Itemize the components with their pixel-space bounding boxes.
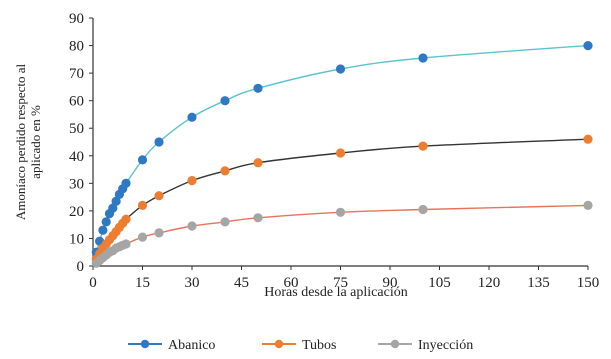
x-tick-label: 45 — [234, 275, 249, 291]
data-point — [253, 83, 263, 93]
data-point — [121, 214, 131, 224]
x-axis-title: Horas desde la aplicación — [264, 285, 407, 300]
y-axis-title-line: aplicado en % — [28, 105, 43, 179]
legend-label: Abanico — [168, 338, 215, 353]
data-point — [121, 178, 131, 188]
data-point — [220, 166, 230, 176]
data-point — [101, 217, 111, 227]
x-tick-label: 15 — [135, 275, 150, 291]
legend: Abanico Tubos Inyección — [128, 338, 473, 353]
data-point — [220, 217, 230, 227]
legend-item: Inyección — [378, 338, 473, 353]
y-tick-label: 80 — [69, 39, 84, 55]
x-tick-label: 90 — [383, 275, 398, 291]
y-tick-label: 50 — [69, 121, 84, 137]
x-tick-label: 150 — [577, 275, 600, 291]
data-point — [220, 96, 230, 106]
x-tick-label: 0 — [89, 275, 97, 291]
data-point — [418, 141, 428, 151]
data-point — [187, 176, 197, 186]
data-point — [335, 207, 346, 217]
legend-item: Tubos — [262, 338, 337, 353]
data-point — [154, 191, 164, 201]
data-point — [583, 134, 593, 144]
x-tick-label: 75 — [333, 275, 348, 291]
legend-label: Inyección — [418, 338, 473, 353]
data-point — [108, 203, 118, 213]
data-point — [418, 204, 428, 215]
data-point — [583, 200, 593, 210]
data-point — [335, 64, 346, 74]
data-point — [253, 213, 263, 223]
y-tick-label: 90 — [69, 11, 84, 27]
x-tick-label: 60 — [284, 275, 299, 291]
x-tick-label: 120 — [478, 275, 501, 291]
series-layer — [91, 41, 593, 268]
x-tick-label: 135 — [527, 275, 550, 291]
data-point — [154, 228, 164, 238]
data-point — [335, 148, 346, 158]
x-tick-label: 30 — [185, 275, 200, 291]
data-point — [187, 112, 197, 122]
series-inyeccion — [91, 200, 593, 268]
y-tick-label: 20 — [69, 204, 84, 220]
y-tick-label: 30 — [69, 176, 84, 192]
legend-marker — [390, 339, 400, 349]
y-tick-label: 70 — [69, 66, 84, 82]
y-tick-label: 60 — [69, 94, 84, 110]
y-tick-label: 10 — [69, 231, 84, 247]
data-point — [98, 225, 108, 235]
data-point — [137, 200, 148, 210]
data-point — [137, 155, 148, 165]
legend-marker — [140, 339, 150, 349]
y-axis-title-line: Amoníaco perdido respecto al — [13, 63, 28, 220]
data-point — [121, 239, 131, 249]
data-point — [187, 221, 197, 231]
data-point — [253, 158, 263, 168]
y-tick-label: 0 — [77, 259, 85, 275]
axes: 0 10 20 30 40 50 60 70 80 90 0 15 30 45 60 75 90 105 120 13… — [69, 11, 599, 291]
data-point — [137, 232, 148, 242]
data-point — [111, 196, 121, 206]
data-point — [154, 137, 164, 147]
series-tubos — [91, 134, 593, 267]
x-tick-label: 105 — [428, 275, 451, 291]
data-point — [418, 53, 428, 63]
series-line — [92, 138, 589, 267]
data-point — [583, 41, 593, 51]
y-tick-label: 40 — [69, 149, 84, 165]
y-axis-title: Amoníaco perdido respecto al aplicado en … — [13, 63, 43, 220]
legend-label: Tubos — [302, 338, 337, 353]
legend-item: Abanico — [128, 338, 215, 353]
legend-marker — [274, 339, 284, 349]
